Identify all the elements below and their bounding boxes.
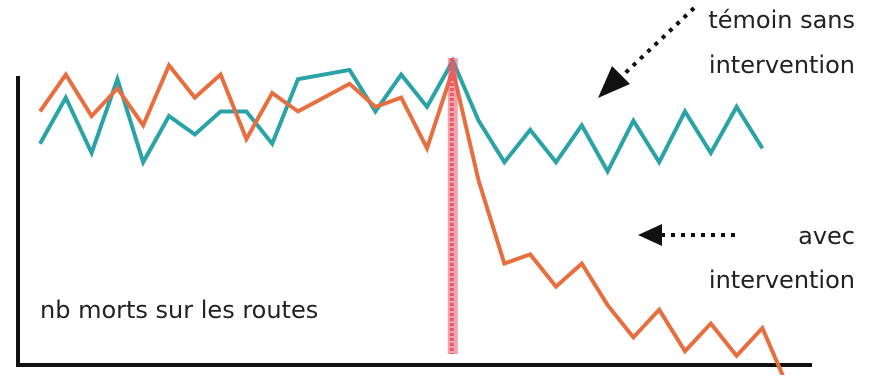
avec-label-line-2: intervention <box>709 266 855 294</box>
annotation-layer: témoin sans intervention avec interventi… <box>40 6 855 324</box>
temoin-label-line-1: témoin sans <box>708 6 855 34</box>
temoin-arrow-shaft <box>620 8 694 78</box>
series-layer <box>40 61 788 375</box>
avec-arrowhead <box>638 224 662 246</box>
avec-label-line-1: avec <box>798 222 855 250</box>
y-axis-label: nb morts sur les routes <box>40 296 318 324</box>
series-avec <box>40 65 788 375</box>
temoin-label-line-2: intervention <box>709 51 855 79</box>
intervention-layer <box>448 58 458 354</box>
series-line-avec <box>40 65 788 375</box>
